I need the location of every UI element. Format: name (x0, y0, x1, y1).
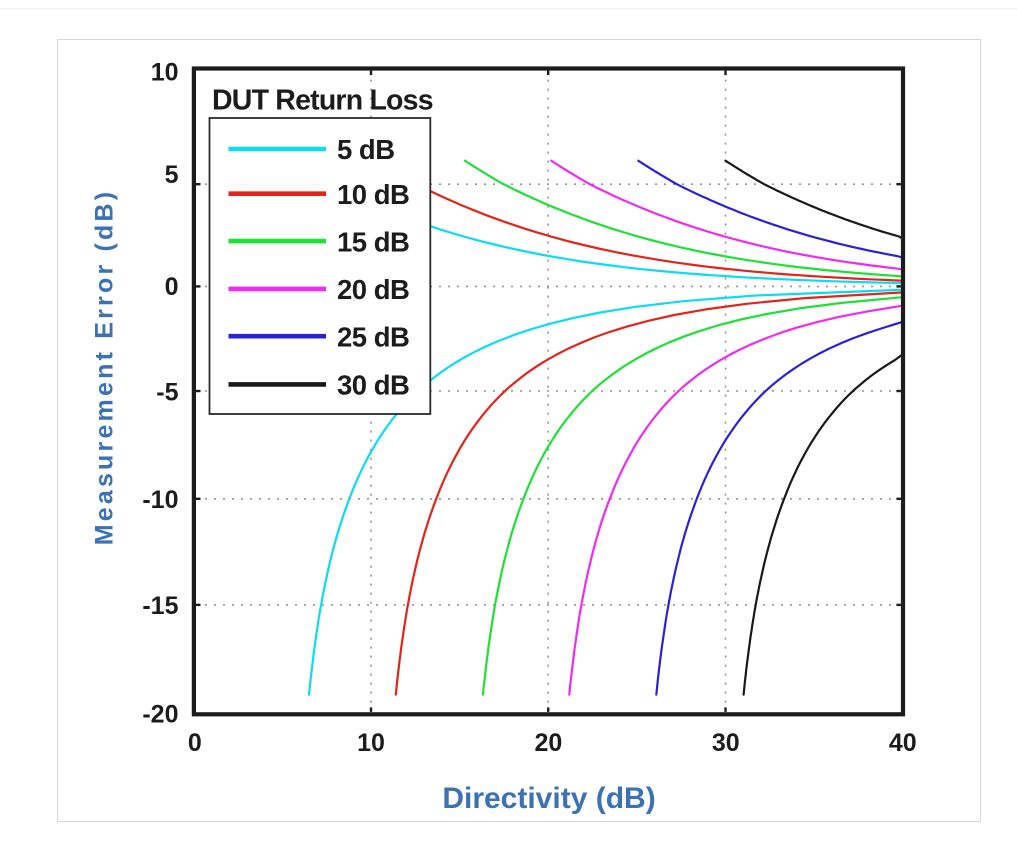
svg-text:DUT Return Loss: DUT Return Loss (212, 85, 433, 117)
svg-text:40: 40 (889, 729, 917, 757)
svg-text:20: 20 (534, 729, 562, 757)
svg-text:20 dB: 20 dB (337, 274, 409, 305)
svg-text:-10: -10 (142, 486, 178, 514)
svg-text:10: 10 (151, 59, 179, 87)
svg-text:10: 10 (357, 729, 385, 757)
svg-text:30: 30 (712, 729, 740, 757)
svg-text:-15: -15 (142, 592, 178, 620)
svg-text:30 dB: 30 dB (337, 370, 409, 401)
svg-text:-5: -5 (156, 378, 178, 406)
svg-text:Directivity (dB): Directivity (dB) (442, 782, 655, 815)
svg-text:0: 0 (165, 273, 179, 301)
svg-text:Measurement Error (dB): Measurement Error (dB) (91, 189, 119, 546)
svg-text:5 dB: 5 dB (337, 134, 395, 165)
svg-text:0: 0 (188, 729, 202, 757)
svg-text:-20: -20 (142, 701, 178, 729)
svg-text:5: 5 (165, 161, 179, 189)
svg-text:15 dB: 15 dB (337, 226, 409, 257)
svg-text:25 dB: 25 dB (337, 321, 409, 352)
svg-text:10 dB: 10 dB (337, 179, 409, 210)
